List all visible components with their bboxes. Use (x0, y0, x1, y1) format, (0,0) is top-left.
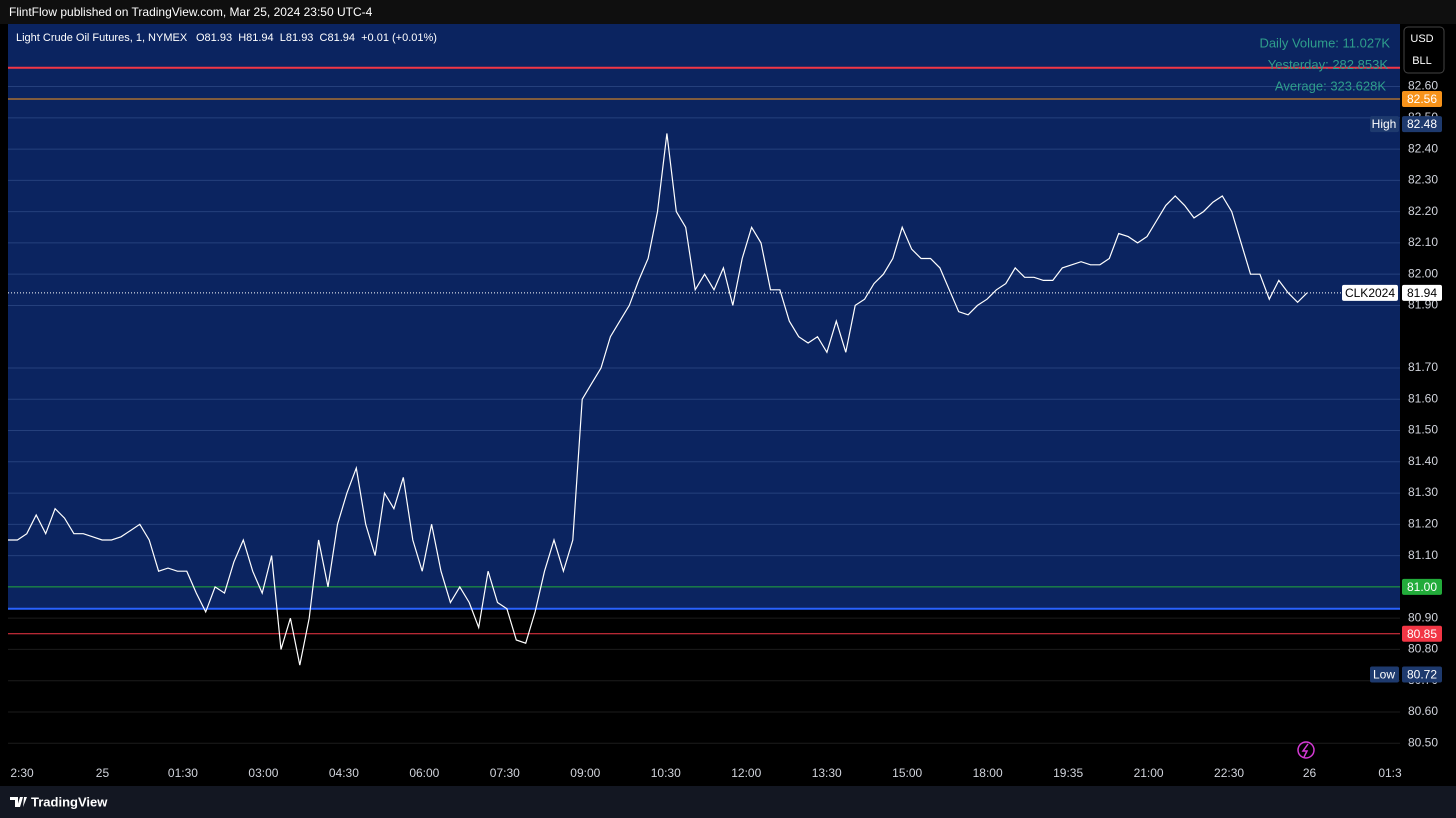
high-name: High (1372, 117, 1397, 131)
price-tag-bg (1402, 91, 1442, 108)
series-name-bg (1342, 284, 1398, 301)
price-tag-bg (1402, 625, 1442, 642)
footer-logo (10, 797, 27, 807)
low-name-bg (1370, 666, 1399, 683)
volume-stat: Daily Volume: 11.027K (1259, 35, 1390, 50)
x-tick-label: 03:00 (248, 766, 278, 780)
x-tick-label: 25 (96, 766, 110, 780)
alert-bolt (1301, 743, 1309, 758)
x-tick-label: 19:35 (1053, 766, 1083, 780)
series-name: CLK2024 (1345, 286, 1395, 300)
x-tick-label: 09:00 (570, 766, 600, 780)
x-tick-label: 13:30 (812, 766, 842, 780)
footer-bar (0, 786, 1456, 818)
y-tick-label: 82.30 (1408, 173, 1438, 187)
price-tag-bg (1402, 284, 1442, 301)
y-tick-label: 82.40 (1408, 141, 1438, 155)
x-tick-label: 10:30 (651, 766, 681, 780)
y-tick-label: 81.70 (1408, 360, 1438, 374)
price-tag: 80.72 (1407, 668, 1437, 682)
y-tick-label: 80.60 (1408, 704, 1438, 718)
price-tag: 80.85 (1407, 627, 1437, 641)
price-tag: 82.56 (1407, 92, 1437, 106)
y-tick-label: 82.60 (1408, 79, 1438, 93)
legend-ohlc: O81.93 H81.94 L81.93 C81.94 +0.01 (+0.01… (196, 32, 437, 44)
x-tick-label: 04:30 (329, 766, 359, 780)
alert-icon (1297, 741, 1315, 759)
y-tick-label: 82.20 (1408, 204, 1438, 218)
price-tag: 81.94 (1407, 286, 1437, 300)
y-tick-label: 82.00 (1408, 266, 1438, 280)
x-tick-label: 2:30 (10, 766, 34, 780)
price-tag: 81.00 (1407, 580, 1437, 594)
y-tick-label: 81.40 (1408, 454, 1438, 468)
button-panel (1403, 26, 1445, 74)
x-tick-label: 06:00 (409, 766, 439, 780)
x-tick-label: 21:00 (1134, 766, 1164, 780)
legend-symbol: Light Crude Oil Futures, 1, NYMEX (16, 32, 188, 44)
y-tick-label: 81.60 (1408, 391, 1438, 405)
price-tag-bg (1402, 578, 1442, 595)
x-tick-label: 01:30 (168, 766, 198, 780)
x-tick-label: 22:30 (1214, 766, 1244, 780)
publish-info: FlintFlow published on TradingView.com, … (9, 5, 373, 19)
y-tick-label: 80.50 (1408, 735, 1438, 749)
high-name-bg (1370, 116, 1399, 133)
y-tick-label: 81.20 (1408, 517, 1438, 531)
footer-brand: TradingView (31, 794, 108, 809)
y-tick-label: 82.10 (1408, 235, 1438, 249)
price-line-series (8, 133, 1308, 666)
x-tick-label: 12:00 (731, 766, 761, 780)
currency-button: BLL (1412, 55, 1432, 67)
price-tag: 82.48 (1407, 117, 1437, 131)
x-tick-label: 18:00 (973, 766, 1003, 780)
x-tick-label: 01:3 (1378, 766, 1402, 780)
x-tick-label: 26 (1303, 766, 1317, 780)
y-tick-label: 81.50 (1408, 423, 1438, 437)
y-tick-label: 80.80 (1408, 642, 1438, 656)
y-tick-label: 81.30 (1408, 485, 1438, 499)
y-tick-label: 81.90 (1408, 298, 1438, 312)
price-tag-bg (1402, 666, 1442, 683)
price-tag-bg (1402, 116, 1442, 133)
x-tick-label: 07:30 (490, 766, 520, 780)
currency-button: USD (1410, 33, 1433, 45)
low-name: Low (1373, 668, 1395, 682)
axis-bg (1400, 24, 1456, 786)
y-tick-label: 81.10 (1408, 548, 1438, 562)
y-tick-label: 80.90 (1408, 610, 1438, 624)
volume-stat: Average: 323.628K (1275, 78, 1386, 93)
header-bar (0, 0, 1456, 24)
volume-stat: Yesterday: 282.853K (1268, 57, 1389, 72)
x-tick-label: 15:00 (892, 766, 922, 780)
session-fill (8, 24, 1400, 609)
